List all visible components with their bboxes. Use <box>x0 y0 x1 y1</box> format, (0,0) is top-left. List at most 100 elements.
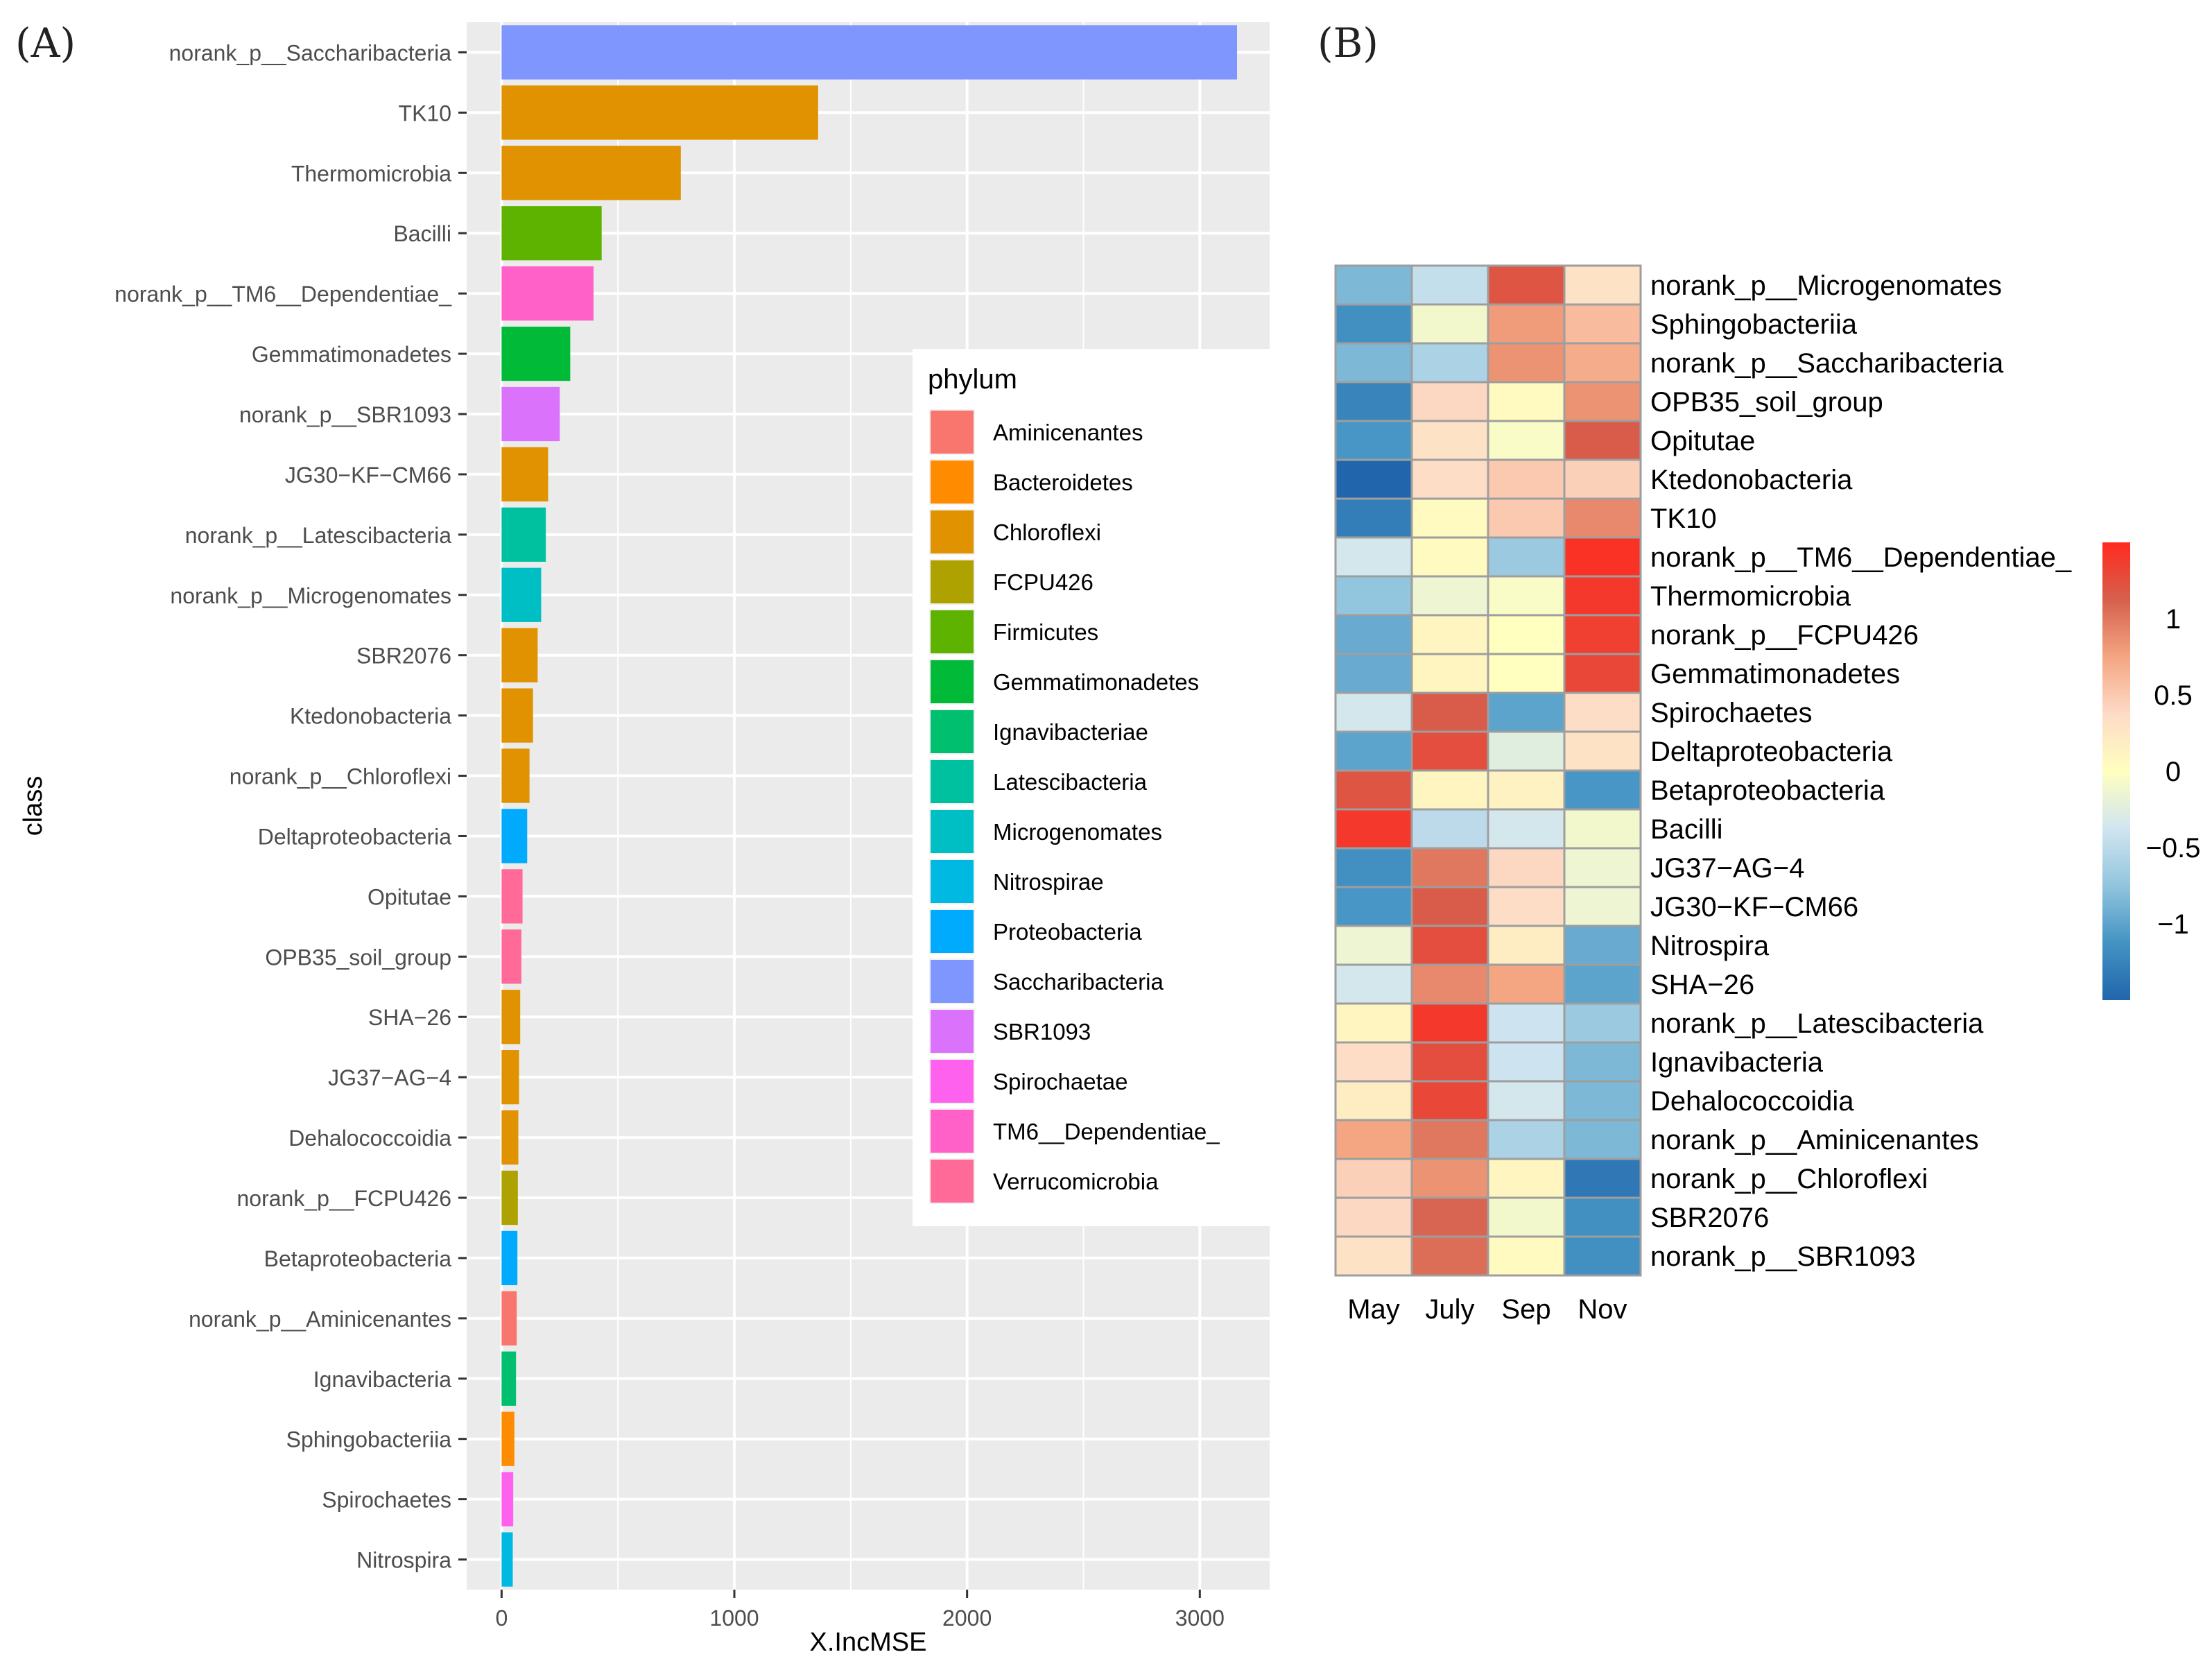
heatmap-cell <box>1487 575 1566 617</box>
heatmap-cell <box>1334 264 1413 306</box>
heatmap-row-label: norank_p__Latescibacteria <box>1650 1008 1984 1039</box>
heatmap-cell <box>1334 653 1413 694</box>
heatmap-cell <box>1410 653 1489 694</box>
heatmap-cell <box>1334 1041 1413 1083</box>
phylum-legend: phylum Aminicenantes Bacteroidetes Chlorof… <box>913 349 1270 1226</box>
heatmap-cell <box>1563 1119 1642 1160</box>
bar <box>501 688 533 743</box>
bar <box>501 1532 513 1587</box>
heatmap-row-label: SBR2076 <box>1650 1203 1769 1233</box>
heatmap-cell <box>1563 1080 1642 1121</box>
legend-key <box>931 810 974 853</box>
heatmap-cell <box>1563 420 1642 461</box>
heatmap-cell <box>1334 1119 1413 1160</box>
color-scale-tick-label: −1 <box>2157 909 2189 940</box>
heatmap-cell <box>1410 420 1489 461</box>
y-tick-label: Opitutae <box>368 884 451 909</box>
legend-key <box>931 411 974 454</box>
legend-key <box>931 1060 974 1103</box>
heatmap-cell <box>1487 342 1566 384</box>
y-tick-label: Nitrospira <box>356 1548 451 1573</box>
bar <box>501 1411 515 1466</box>
heatmap-cell <box>1487 614 1566 655</box>
x-tick-label: 2000 <box>942 1606 992 1631</box>
legend-label: Microgenomates <box>993 819 1162 845</box>
heatmap-column-label: Sep <box>1501 1294 1550 1325</box>
heatmap-cell <box>1410 769 1489 811</box>
heatmap-cell <box>1410 1002 1489 1044</box>
heatmap-cell <box>1563 808 1642 850</box>
heatmap-row-label: norank_p__Microgenomates <box>1650 270 2002 301</box>
heatmap-cell <box>1563 381 1642 422</box>
x-tick-label: 3000 <box>1175 1606 1225 1631</box>
heatmap-cell <box>1334 1002 1413 1044</box>
heatmap-row-labels: norank_p__Microgenomates Sphingobacteriia… <box>1650 270 2072 1272</box>
legend-label: Saccharibacteria <box>993 969 1164 995</box>
bar <box>501 206 602 261</box>
heatmap-cell <box>1410 1235 1489 1277</box>
heatmap-cell <box>1410 342 1489 384</box>
bar <box>501 809 528 863</box>
heatmap-cell <box>1487 1002 1566 1044</box>
x-tick-label: 0 <box>495 1606 508 1631</box>
heatmap-cell <box>1410 497 1489 539</box>
legend-label: Firmicutes <box>993 619 1098 645</box>
legend-label: Aminicenantes <box>993 420 1143 445</box>
color-scale-ticks: 1 0.5 0 −0.5 −1 <box>2146 604 2201 940</box>
heatmap-cell <box>1487 963 1566 1005</box>
heatmap-cell <box>1563 536 1642 578</box>
heatmap-cell <box>1334 847 1413 888</box>
legend-key <box>931 910 974 953</box>
legend-label: Nitrospirae <box>993 869 1104 895</box>
heatmap-cells <box>1334 264 1642 1277</box>
color-scale-tick-label: 0 <box>2166 757 2181 787</box>
heatmap-cell <box>1563 614 1642 655</box>
heatmap-cell <box>1487 808 1566 850</box>
heatmap-cell <box>1334 1080 1413 1121</box>
heatmap-cell <box>1487 925 1566 966</box>
heatmap-cell <box>1487 420 1566 461</box>
heatmap-row-label: Dehalococcoidia <box>1650 1086 1854 1117</box>
legend-key <box>931 960 974 1003</box>
heatmap-cell <box>1487 381 1566 422</box>
plot-a-y-axis-title: class <box>19 776 48 836</box>
heatmap-cell <box>1563 342 1642 384</box>
y-tick-label: norank_p__Chloroflexi <box>230 764 451 789</box>
heatmap-cell <box>1563 730 1642 772</box>
y-tick-label: norank_p__Latescibacteria <box>185 523 451 548</box>
heatmap-cell <box>1334 925 1413 966</box>
y-tick-label: Betaproteobacteria <box>264 1246 452 1271</box>
heatmap-cell <box>1487 1080 1566 1121</box>
color-scale-tick-label: 0.5 <box>2154 680 2193 711</box>
bar <box>501 1351 517 1406</box>
color-scale-tick-label: 1 <box>2166 604 2181 635</box>
legend-label: SBR1093 <box>993 1019 1091 1044</box>
legend-key <box>931 1160 974 1203</box>
legend-label: Gemmatimonadetes <box>993 669 1199 695</box>
bar <box>501 326 571 381</box>
y-tick-label: Ignavibacteria <box>313 1367 451 1392</box>
legend-label: Latescibacteria <box>993 769 1148 795</box>
heatmap-cell <box>1410 381 1489 422</box>
heatmap-row-label: norank_p__Aminicenantes <box>1650 1125 1979 1155</box>
heatmap-cell <box>1487 497 1566 539</box>
y-tick-label: OPB35_soil_group <box>265 945 451 970</box>
heatmap-cell <box>1334 420 1413 461</box>
heatmap-cell <box>1334 614 1413 655</box>
heatmap-row-label: norank_p__Chloroflexi <box>1650 1164 1928 1194</box>
y-tick-label: norank_p__FCPU426 <box>236 1186 451 1211</box>
heatmap-cell <box>1487 264 1566 306</box>
bar <box>501 1170 518 1226</box>
legend-key <box>931 1010 974 1053</box>
heatmap-column-labels: May July Sep Nov <box>1347 1294 1627 1325</box>
heatmap-cell <box>1410 1196 1489 1238</box>
heatmap-cell <box>1563 847 1642 888</box>
heatmap-cell <box>1410 963 1489 1005</box>
heatmap-row-label: TK10 <box>1650 504 1717 534</box>
heatmap-cell <box>1487 1235 1566 1277</box>
heatmap-cell <box>1563 925 1642 966</box>
bar <box>501 386 560 442</box>
heatmap-cell <box>1487 653 1566 694</box>
legend-key <box>931 610 974 653</box>
heatmap-cell <box>1410 264 1489 306</box>
